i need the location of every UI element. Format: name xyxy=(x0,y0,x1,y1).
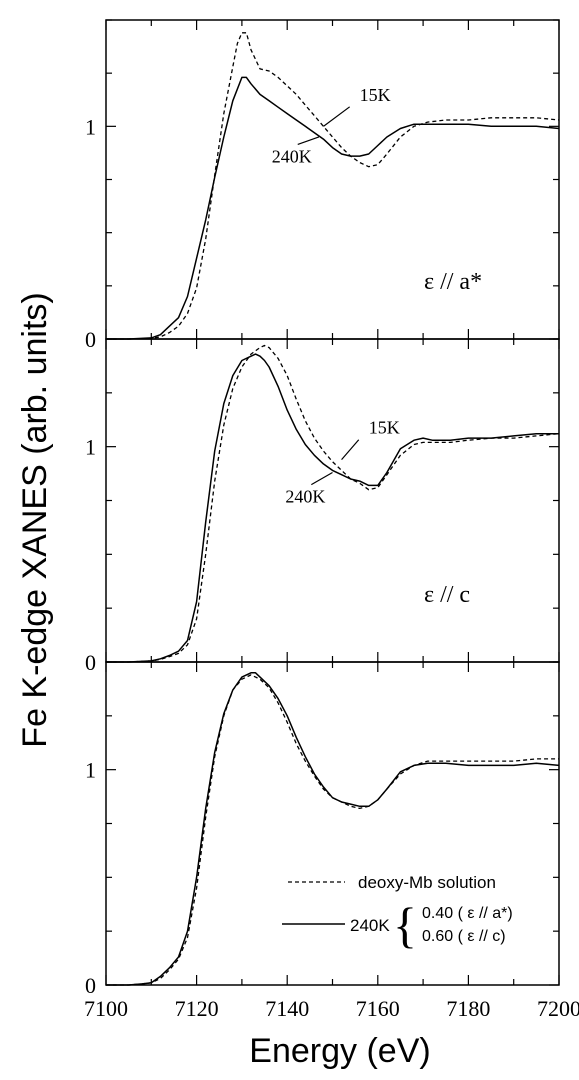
y-tick-label: 1 xyxy=(85,114,96,139)
panels-group: 0 1 15K 240K ε // a* 0 1 15K 240K ε // c 0 1 deoxy-M… xyxy=(84,19,579,1021)
annotation-leader xyxy=(341,439,360,460)
series-line-solid xyxy=(106,672,560,986)
y-tick-label: 1 xyxy=(85,435,96,460)
legend-component: 0.60 ( ε // c) xyxy=(422,928,506,945)
annotation-label: 240K xyxy=(272,146,312,166)
polarization-label: ε // a* xyxy=(424,269,482,295)
y-tick-label: 0 xyxy=(85,327,96,352)
y-axis-label: Fe K-edge XANES (arb. units) xyxy=(16,292,54,747)
series-line-dashed xyxy=(106,344,560,663)
y-tick-label: 1 xyxy=(85,758,96,783)
legend-brace: { xyxy=(393,897,417,953)
legend: deoxy-Mb solution 240K{0.40 ( ε // a*) 0.6… xyxy=(282,873,513,953)
y-tick-label: 0 xyxy=(85,973,96,998)
panel-frame xyxy=(105,19,560,340)
x-tick-label: 7160 xyxy=(356,996,400,1021)
series-line-dashed xyxy=(106,32,560,340)
panel-fit: 0 1 deoxy-Mb solution 240K{0.40 ( ε // a*) 0… xyxy=(85,661,560,998)
legend-component: 0.40 ( ε // a*) xyxy=(422,905,513,922)
annotation-leader xyxy=(297,136,320,146)
annotation-leader xyxy=(311,471,333,486)
annotation-label: 15K xyxy=(369,418,400,438)
x-tick-label: 7100 xyxy=(84,996,128,1021)
x-axis-label: Energy (eV) xyxy=(249,1032,430,1070)
polarization-label: ε // c xyxy=(424,582,470,608)
panel-c: 0 1 15K 240K ε // c xyxy=(85,338,560,675)
series-line-solid xyxy=(106,76,560,340)
x-tick-label: 7120 xyxy=(175,996,219,1021)
panel-a: 0 1 15K 240K ε // a* xyxy=(85,19,560,352)
panel-frame xyxy=(105,338,560,663)
x-tick-label: 7180 xyxy=(446,996,490,1021)
annotation-label: 240K xyxy=(285,487,325,507)
x-tick-label: 7140 xyxy=(265,996,309,1021)
annotation-label: 15K xyxy=(360,85,391,105)
legend-label: deoxy-Mb solution xyxy=(358,873,496,892)
series-line-solid xyxy=(106,353,559,663)
annotation-leader xyxy=(323,106,351,127)
x-tick-label: 7200 xyxy=(537,996,579,1021)
y-tick-label: 0 xyxy=(85,650,96,675)
legend-label: 240K xyxy=(350,916,390,935)
